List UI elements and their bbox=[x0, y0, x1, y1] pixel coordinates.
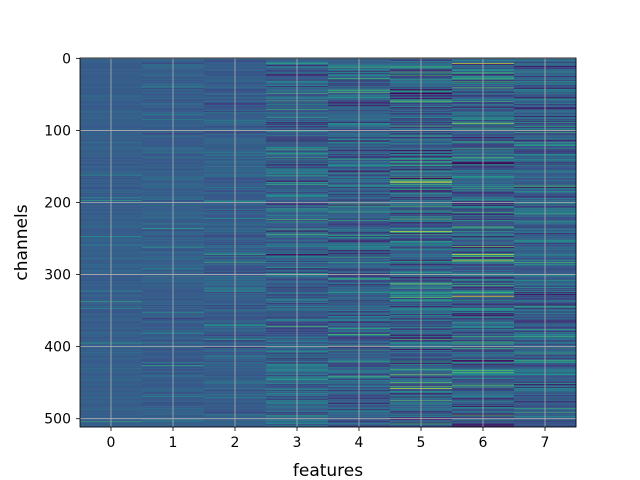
x-tick-label: 2 bbox=[231, 435, 240, 451]
y-tick-label: 300 bbox=[44, 268, 71, 284]
y-tick-label: 400 bbox=[44, 340, 71, 356]
x-tick-label: 5 bbox=[417, 435, 426, 451]
y-axis-label: channels bbox=[12, 204, 32, 280]
grid-lines bbox=[80, 57, 576, 427]
x-tick-label: 3 bbox=[293, 435, 302, 451]
x-tick-label: 1 bbox=[169, 435, 178, 451]
y-tick-label: 100 bbox=[44, 123, 71, 139]
x-tick-label: 7 bbox=[541, 435, 550, 451]
heatmap-cells bbox=[80, 58, 577, 428]
y-tick-label: 200 bbox=[44, 196, 71, 212]
x-axis-ticks: 0 1 2 3 4 5 6 7 bbox=[107, 427, 550, 451]
x-axis-label: features bbox=[293, 461, 363, 480]
x-tick-label: 4 bbox=[355, 435, 364, 451]
x-tick-label: 6 bbox=[479, 435, 488, 451]
y-axis-ticks: 0 100 200 300 400 500 bbox=[44, 51, 80, 428]
x-tick-label: 0 bbox=[107, 435, 116, 451]
y-tick-label: 500 bbox=[44, 412, 71, 428]
y-tick-label: 0 bbox=[62, 51, 71, 67]
plot-frame bbox=[79, 57, 577, 428]
